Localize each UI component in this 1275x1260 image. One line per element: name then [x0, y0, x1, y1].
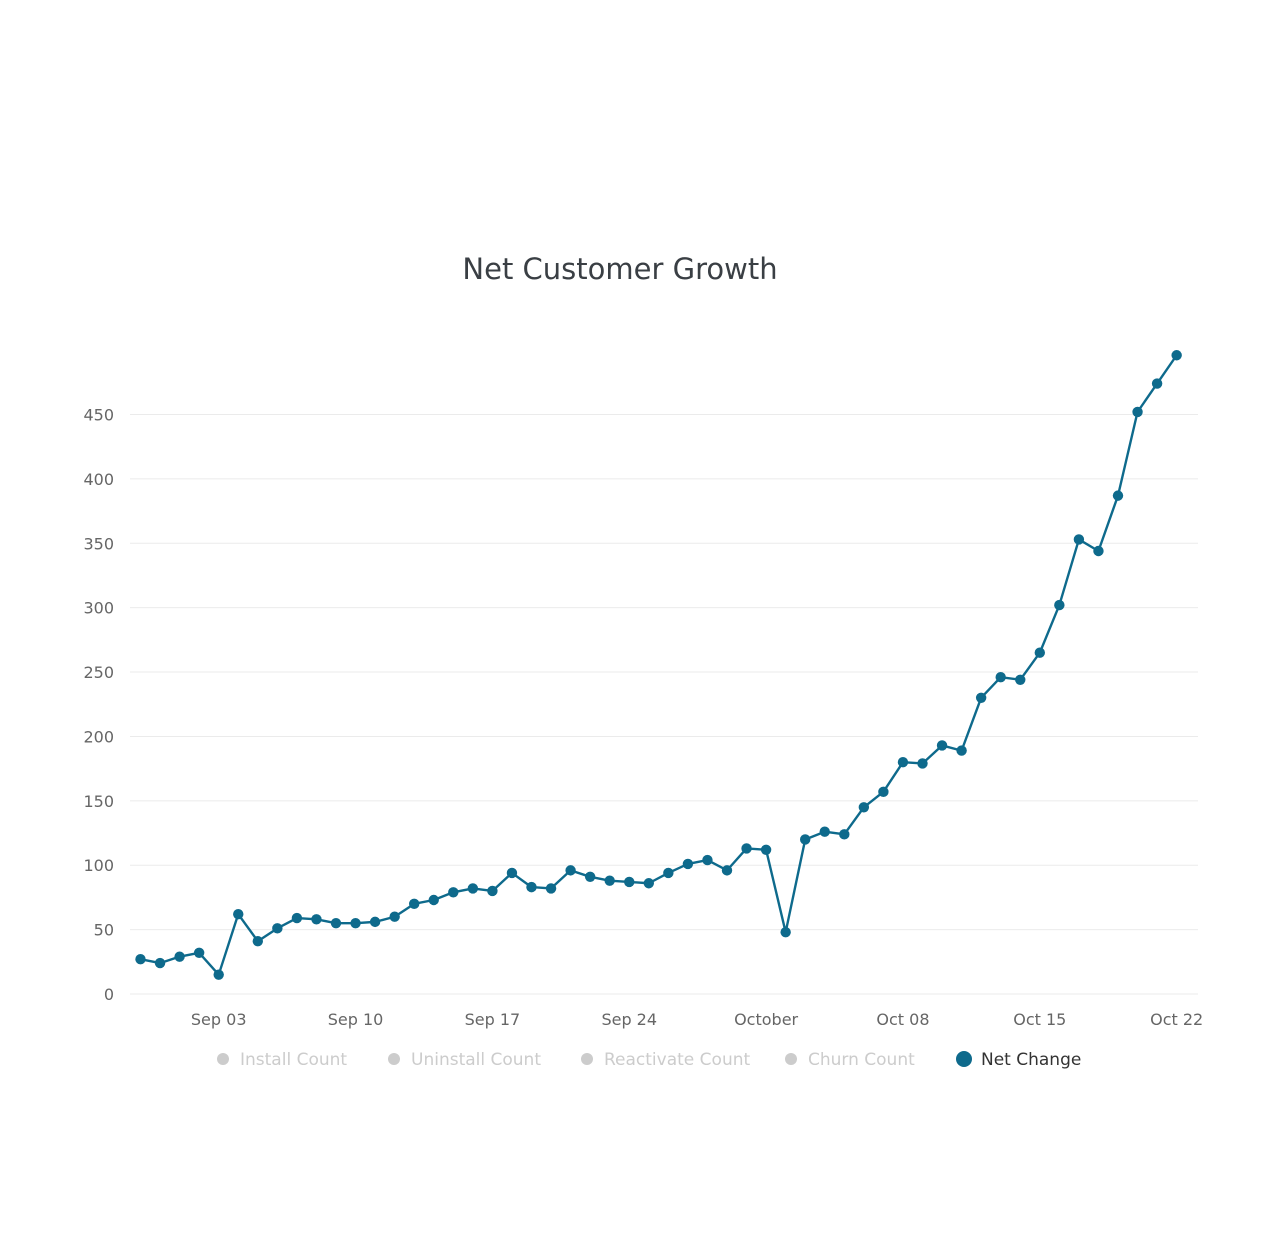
- data-point[interactable]: [506, 867, 518, 879]
- x-tick-label: Sep 03: [191, 1010, 247, 1029]
- data-point[interactable]: [467, 883, 479, 894]
- data-point[interactable]: [545, 883, 557, 894]
- data-point[interactable]: [760, 844, 772, 855]
- series-net-change: [135, 350, 1182, 980]
- data-point[interactable]: [878, 786, 889, 798]
- y-tick-label: 200: [83, 727, 114, 746]
- data-point[interactable]: [1151, 378, 1163, 389]
- data-point[interactable]: [643, 878, 654, 889]
- y-tick-label: 450: [83, 405, 114, 424]
- x-axis-tick-labels: Sep 03 Sep 10 Sep 17 Sep 24 October Oct 08 Oct…: [191, 1010, 1203, 1029]
- data-point[interactable]: [995, 672, 1006, 683]
- data-point[interactable]: [975, 692, 987, 704]
- data-point[interactable]: [330, 917, 342, 929]
- y-tick-label: 300: [83, 599, 114, 618]
- data-point[interactable]: [409, 898, 420, 910]
- data-point[interactable]: [936, 740, 948, 751]
- data-point[interactable]: [1112, 490, 1124, 501]
- legend-marker: [217, 1053, 229, 1065]
- legend-label: Install Count: [240, 1050, 347, 1070]
- data-point[interactable]: [193, 947, 205, 958]
- data-point[interactable]: [1015, 674, 1026, 685]
- data-point[interactable]: [350, 917, 361, 929]
- y-tick-label: 100: [83, 856, 114, 875]
- data-point[interactable]: [682, 858, 694, 870]
- data-point[interactable]: [135, 954, 146, 965]
- data-point[interactable]: [663, 867, 674, 879]
- legend-item[interactable]: Net Change: [956, 1050, 1081, 1070]
- chart-title: Net Customer Growth: [462, 252, 777, 286]
- y-tick-label: 150: [83, 792, 114, 811]
- data-point[interactable]: [154, 957, 166, 969]
- data-point[interactable]: [369, 916, 381, 928]
- data-point[interactable]: [624, 876, 635, 888]
- legend-item[interactable]: Reactivate Count: [581, 1050, 750, 1070]
- data-point[interactable]: [702, 854, 713, 866]
- x-tick-label: Oct 08: [876, 1010, 929, 1029]
- legend-label: Churn Count: [808, 1050, 915, 1070]
- data-point[interactable]: [819, 826, 830, 837]
- data-point[interactable]: [213, 969, 224, 980]
- data-point[interactable]: [565, 865, 576, 876]
- legend: Install Count Uninstall Count Reactivate C…: [217, 1050, 1081, 1070]
- data-point[interactable]: [1132, 406, 1143, 418]
- x-tick-label: Sep 10: [328, 1010, 384, 1029]
- data-point[interactable]: [1093, 545, 1104, 557]
- data-point[interactable]: [839, 829, 850, 840]
- legend-marker: [785, 1053, 797, 1065]
- y-tick-label: 250: [83, 663, 114, 682]
- x-tick-label: Oct 15: [1013, 1010, 1066, 1029]
- data-point[interactable]: [448, 887, 459, 898]
- data-point[interactable]: [858, 802, 870, 813]
- series-line: [140, 354, 1178, 976]
- data-point[interactable]: [272, 923, 283, 934]
- data-point[interactable]: [174, 951, 185, 962]
- data-point[interactable]: [800, 834, 811, 845]
- y-tick-label: 350: [83, 534, 114, 553]
- data-point[interactable]: [526, 881, 537, 893]
- data-point[interactable]: [291, 912, 303, 924]
- data-point[interactable]: [233, 908, 244, 920]
- grid-lines: [130, 413, 1198, 995]
- legend-label: Uninstall Count: [411, 1050, 541, 1070]
- y-tick-label: 400: [83, 470, 114, 489]
- data-point[interactable]: [604, 875, 615, 886]
- legend-marker: [388, 1053, 400, 1065]
- data-point[interactable]: [1171, 350, 1182, 361]
- y-axis-tick-labels: 0 50 100 150 200 250 300 350 400 450: [83, 405, 114, 1004]
- legend-marker: [956, 1051, 972, 1067]
- data-point[interactable]: [487, 885, 498, 897]
- data-point[interactable]: [897, 756, 909, 768]
- data-point[interactable]: [721, 865, 733, 876]
- x-tick-label: October: [734, 1010, 798, 1029]
- legend-marker: [581, 1053, 593, 1065]
- legend-item[interactable]: Install Count: [217, 1050, 347, 1070]
- data-point[interactable]: [1034, 647, 1046, 658]
- legend-item[interactable]: Uninstall Count: [388, 1050, 541, 1070]
- data-point[interactable]: [389, 911, 400, 922]
- data-point[interactable]: [780, 926, 791, 938]
- legend-label: Net Change: [981, 1050, 1081, 1070]
- data-point[interactable]: [311, 914, 322, 925]
- data-point[interactable]: [252, 936, 263, 947]
- legend-label: Reactivate Count: [604, 1050, 750, 1070]
- data-point[interactable]: [741, 843, 752, 854]
- y-tick-label: 50: [94, 921, 114, 940]
- y-tick-label: 0: [104, 985, 114, 1004]
- data-point[interactable]: [1073, 534, 1085, 545]
- data-point[interactable]: [428, 894, 439, 906]
- data-point[interactable]: [584, 871, 596, 883]
- x-tick-label: Oct 22: [1150, 1010, 1203, 1029]
- data-point[interactable]: [1054, 599, 1065, 611]
- data-point[interactable]: [956, 745, 967, 756]
- x-tick-label: Sep 24: [601, 1010, 657, 1029]
- x-tick-label: Sep 17: [465, 1010, 521, 1029]
- data-point[interactable]: [917, 758, 928, 769]
- legend-item[interactable]: Churn Count: [785, 1050, 915, 1070]
